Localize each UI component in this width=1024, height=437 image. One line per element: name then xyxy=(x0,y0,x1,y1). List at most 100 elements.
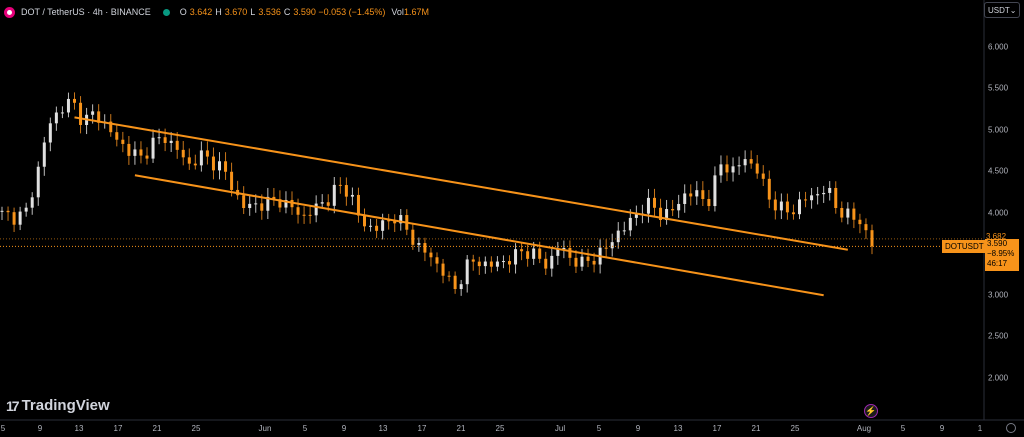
candle-body xyxy=(840,208,844,218)
candle-body xyxy=(562,247,566,250)
candle-body xyxy=(453,275,457,290)
candle-body xyxy=(489,261,493,267)
candle-body xyxy=(363,215,366,227)
time-axis[interactable]: 5 9 13 17 21 25 Jun 5 9 13 17 21 25 Jul … xyxy=(0,420,1024,437)
polkadot-logo-icon xyxy=(4,6,15,18)
time-tick: 5 xyxy=(0,424,6,433)
candle-body xyxy=(181,149,185,158)
candle-body xyxy=(211,156,215,171)
time-tick: Aug xyxy=(856,424,872,433)
gear-icon[interactable] xyxy=(1006,423,1016,433)
chevron-down-icon: ⌄ xyxy=(1009,5,1017,15)
logo-text: TradingView xyxy=(21,397,110,414)
candle-body xyxy=(550,255,554,269)
lightning-bolt-icon[interactable]: ⚡ xyxy=(864,404,878,418)
candle-body xyxy=(284,199,288,208)
currency-selector[interactable]: USDT ⌄ xyxy=(984,2,1020,18)
time-tick: 25 xyxy=(495,424,505,433)
candle-body xyxy=(447,275,451,277)
time-tick: 9 xyxy=(939,424,945,433)
candle-body xyxy=(604,247,608,249)
candle-body xyxy=(526,251,530,259)
time-tick: 5 xyxy=(302,424,308,433)
candle-body xyxy=(646,197,650,214)
candle-body xyxy=(314,203,318,216)
candle-body xyxy=(864,224,868,231)
candle-body xyxy=(834,187,838,209)
price-tick: 5.000 xyxy=(988,125,1009,135)
candle-body xyxy=(399,215,403,224)
candle-body xyxy=(48,123,52,143)
candle-body xyxy=(592,260,596,265)
candle-body xyxy=(653,197,656,208)
low-key: L xyxy=(250,7,256,17)
candle-body xyxy=(508,261,511,265)
symbol-price-tag: DOTUSDT xyxy=(942,240,987,253)
candle-body xyxy=(193,163,197,166)
candle-body xyxy=(483,261,487,267)
candle-body xyxy=(278,199,282,208)
candle-body xyxy=(97,111,101,123)
candle-body xyxy=(151,137,155,159)
volume-key: Vol xyxy=(391,7,404,17)
time-tick: 17 xyxy=(417,424,427,433)
candle-body xyxy=(755,163,759,174)
candle-body xyxy=(393,220,397,224)
price-change: −8.95% xyxy=(987,249,1015,258)
candle-body xyxy=(501,261,505,263)
candle-body xyxy=(121,139,125,144)
candle-body xyxy=(852,208,856,220)
candle-body xyxy=(344,185,348,197)
candle-body xyxy=(683,193,687,204)
open-key: O xyxy=(179,7,187,17)
time-tick: Jul xyxy=(554,424,566,433)
candle-body xyxy=(127,143,131,156)
price-tick: 2.000 xyxy=(988,373,1009,383)
candle-body xyxy=(634,214,638,218)
candle-body xyxy=(145,155,149,159)
candle-body xyxy=(465,259,469,285)
candle-body xyxy=(423,243,427,253)
candle-body xyxy=(417,243,421,245)
prev-close-label: 3.682 xyxy=(986,232,1007,241)
price-axis[interactable]: 6.000 5.500 5.000 4.500 4.000 3.000 2.50… xyxy=(984,22,1024,420)
candle-body xyxy=(320,202,324,204)
high-key: H xyxy=(215,7,222,17)
symbol-title[interactable]: DOT / TetherUS · 4h · BINANCE xyxy=(21,7,151,17)
candle-body xyxy=(115,132,119,140)
time-tick: 13 xyxy=(673,424,683,433)
candle-body xyxy=(749,159,753,164)
candle-body xyxy=(677,203,681,211)
candle-body xyxy=(574,257,578,267)
symbol-header: DOT / TetherUS · 4h · BINANCE O 3.642 H 3.… xyxy=(4,4,429,20)
candle-body xyxy=(175,140,179,150)
tradingview-logo[interactable]: 17 TradingView xyxy=(6,397,110,414)
candle-body xyxy=(326,202,330,206)
candle-body xyxy=(91,111,95,115)
time-tick: 17 xyxy=(712,424,722,433)
time-tick: 5 xyxy=(596,424,602,433)
candle-body xyxy=(737,165,741,167)
candle-body xyxy=(369,225,373,227)
high-value: 3.670 xyxy=(224,7,248,17)
close-value: 3.590 −0.053 (−1.45%) xyxy=(293,7,386,17)
time-tick: 9 xyxy=(635,424,641,433)
volume-readout: Vol1.67M xyxy=(391,7,429,17)
candle-body xyxy=(0,210,4,212)
time-tick: 25 xyxy=(790,424,800,433)
candle-body xyxy=(266,196,270,211)
candle-body xyxy=(701,190,705,200)
candle-body xyxy=(580,256,584,267)
candle-body xyxy=(828,187,832,193)
time-tick: 13 xyxy=(378,424,388,433)
candle-body xyxy=(36,166,40,198)
currency-label: USDT xyxy=(988,5,1010,15)
candle-body xyxy=(356,194,360,216)
candle-body xyxy=(224,161,228,172)
candle-body xyxy=(199,150,203,166)
time-tick: 9 xyxy=(341,424,347,433)
candle-body xyxy=(18,211,22,225)
candle-body xyxy=(791,212,795,215)
candle-body xyxy=(725,164,729,173)
